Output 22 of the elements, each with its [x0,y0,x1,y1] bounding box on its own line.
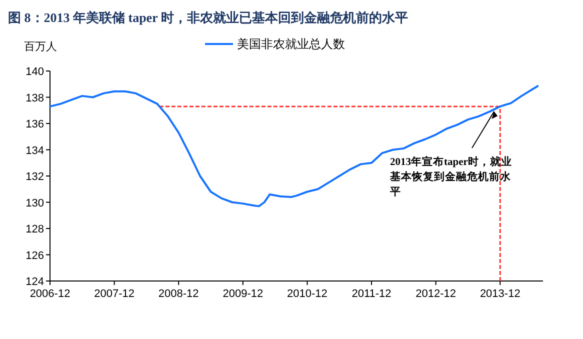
chart-title: 图 8：2013 年美联储 taper 时，非农就业已基本回到金融危机前的水平 [8,10,408,25]
y-axis-title: 百万人 [24,41,57,53]
x-tick-label: 2010-12 [287,288,328,300]
x-tick-label: 2007-12 [94,288,134,300]
y-tick-label: 124 [26,276,44,288]
x-tick-label: 2011-12 [352,288,392,300]
x-tick-label: 2013-12 [480,288,520,300]
y-tick-label: 140 [26,66,44,78]
x-tick-label: 2006-12 [30,288,70,300]
legend-label: 美国非农就业总人数 [237,37,345,51]
y-tick-label: 128 [26,224,44,236]
y-tick-label: 138 [26,92,44,104]
x-tick-label: 2009-12 [222,288,264,300]
x-tick-label: 2012-12 [416,288,456,300]
y-tick-label: 132 [26,171,44,183]
y-tick-label: 130 [26,197,44,210]
y-tick-label: 136 [26,118,44,130]
y-tick-label: 134 [26,144,44,157]
x-tick-label: 2008-12 [158,288,199,300]
line-series [49,85,539,208]
annotation: 2013年宣布taper时，就业基本恢复到金融危机前水平 [390,155,513,200]
y-tick-label: 126 [26,250,44,262]
